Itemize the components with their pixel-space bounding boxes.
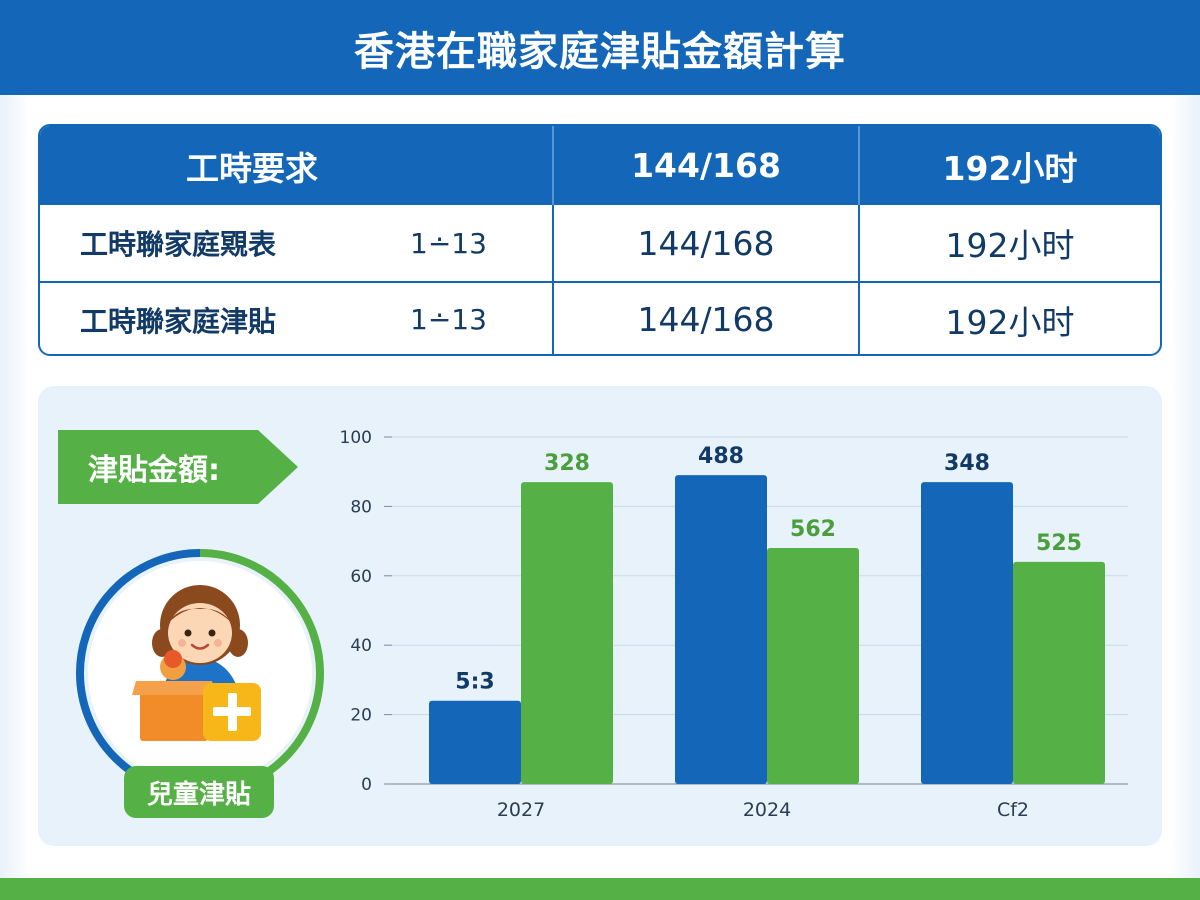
data-label: 488 (698, 444, 744, 469)
x-tick-label: Cf2 (997, 799, 1029, 821)
bar-green (521, 482, 613, 784)
child-with-box-icon (76, 549, 324, 797)
footer-bar (0, 878, 1200, 900)
bar-blue (429, 700, 521, 784)
table-row: 工時聯家庭覭表 1∸13 144/168 192小时 (40, 205, 1160, 283)
hours-table: 工時要求 144/168 192小时 工時聯家庭覭表 1∸13 144/168 … (38, 124, 1162, 356)
row-range: 1∸13 (410, 226, 487, 260)
page-title: 香港在職家庭津貼金額計算 (0, 0, 1200, 95)
header-cell-144-168: 144/168 (554, 126, 860, 205)
right-fade-decoration (1170, 95, 1200, 878)
bar-green (767, 548, 859, 784)
y-tick-label: 80 (350, 497, 372, 517)
y-tick-label: 60 (350, 567, 372, 587)
left-fade-decoration (0, 95, 30, 878)
allowance-bar-chart: 0 20 40 60 80 100 5:3 328 2027 488 562 2024 348 525 Cf… (340, 428, 1128, 821)
row-label-cell: 工時聯家庭津貼 1∸13 (40, 283, 554, 354)
child-face (168, 603, 232, 663)
bar-blue (921, 482, 1013, 784)
data-label: 525 (1036, 531, 1082, 556)
row-label-cell: 工時聯家庭覭表 1∸13 (40, 205, 554, 281)
header-cell-192: 192小时 (942, 148, 1078, 188)
y-tick-label: 0 (361, 775, 372, 795)
table-header-row: 工時要求 144/168 192小时 (40, 126, 1160, 205)
allowance-amount-label: 津貼金額: (58, 430, 298, 504)
child-allowance-tag: 兒童津貼 (124, 766, 274, 818)
table-row: 工時聯家庭津貼 1∸13 144/168 192小时 (40, 283, 1160, 354)
box-icon (140, 685, 208, 741)
x-tick-label: 2027 (497, 799, 545, 821)
row-label: 工時聯家庭津貼 (80, 304, 277, 338)
data-label: 328 (544, 451, 590, 476)
row-label: 工時聯家庭覭表 (80, 228, 277, 261)
bar-green (1013, 561, 1105, 784)
row-value-144-168: 144/168 (554, 283, 860, 354)
y-tick-label: 100 (340, 428, 372, 448)
row-value-192: 192小时 (945, 302, 1075, 342)
data-label: 5:3 (455, 670, 494, 695)
row-value-192: 192小时 (945, 226, 1075, 265)
row-value-144-168: 144/168 (554, 205, 860, 281)
bar-blue (675, 475, 767, 784)
row-range: 1∸13 (410, 303, 487, 336)
header-cell-requirement: 工時要求 (40, 126, 554, 205)
y-tick-label: 40 (350, 636, 372, 656)
x-tick-label: 2024 (743, 799, 791, 821)
y-tick-label: 20 (350, 706, 372, 726)
data-label: 348 (944, 451, 990, 476)
data-label: 562 (790, 517, 836, 542)
